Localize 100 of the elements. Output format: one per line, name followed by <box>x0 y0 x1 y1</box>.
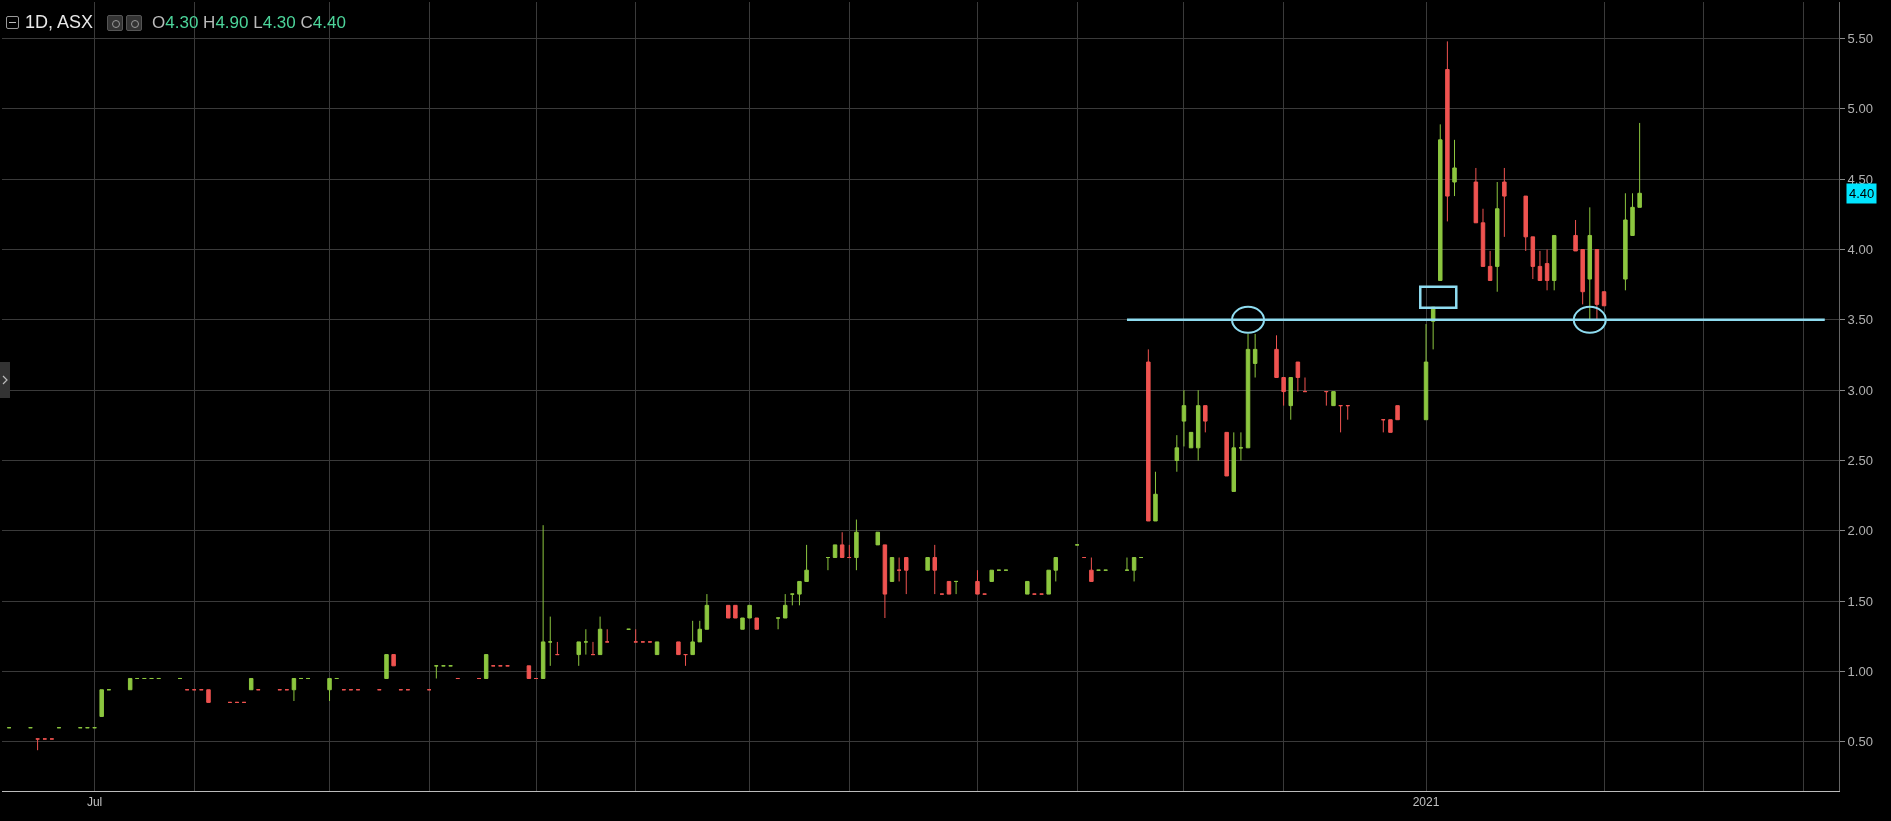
candlestick <box>526 665 532 679</box>
candlestick <box>946 580 952 595</box>
candlestick <box>483 654 489 679</box>
candlestick <box>683 654 688 667</box>
candlestick <box>697 620 703 643</box>
y-tick-label: 3.50 <box>1847 312 1873 328</box>
candlestick <box>1089 557 1094 582</box>
candlestick <box>989 569 994 582</box>
y-tick-label: 3.00 <box>1847 382 1873 398</box>
candlestick <box>1594 249 1600 321</box>
candlestick <box>1245 333 1251 449</box>
candlestick <box>1381 419 1386 433</box>
candlestick <box>434 665 439 679</box>
candlestick <box>35 738 40 751</box>
candlestick <box>1281 377 1286 407</box>
candlestick <box>1494 181 1500 293</box>
candlestick <box>975 569 980 595</box>
candlestick <box>1573 219 1578 252</box>
candlestick <box>1124 557 1130 571</box>
candlestick <box>847 544 852 559</box>
candlestick <box>825 557 831 571</box>
candlestick <box>953 580 959 595</box>
candlestick <box>1231 431 1237 492</box>
candlestick <box>1153 471 1158 522</box>
candlestick <box>1274 334 1279 379</box>
candlestick <box>1580 249 1585 305</box>
candlestick <box>1544 249 1550 291</box>
candlestick <box>726 604 731 619</box>
candlestick <box>775 617 781 630</box>
y-tick-label: 1.50 <box>1847 593 1873 609</box>
candlestick <box>854 519 859 571</box>
candlestick <box>1523 195 1528 252</box>
candlestick <box>896 557 902 582</box>
y-tick-label: 4.00 <box>1847 242 1873 258</box>
candlestick <box>1587 206 1593 321</box>
candlestick <box>291 677 297 702</box>
candlestick <box>327 677 332 702</box>
candlestick <box>790 593 795 606</box>
x-tick-label: 2021 <box>1412 795 1440 810</box>
candlestick <box>583 628 589 656</box>
y-tick-label: 0.50 <box>1847 734 1873 750</box>
x-tick-label: Jul <box>86 795 103 810</box>
candlestick <box>1338 405 1343 433</box>
candlestick <box>391 654 396 667</box>
candlestick <box>1623 192 1628 291</box>
candlestick <box>1452 139 1457 197</box>
candlestick <box>747 604 752 619</box>
y-tick-label: 2.00 <box>1847 523 1873 539</box>
candlestick <box>597 616 603 656</box>
candlestick <box>804 544 809 582</box>
candlestick <box>604 628 610 643</box>
candlestick <box>1181 389 1187 447</box>
candlestick <box>1630 192 1635 236</box>
candlestick <box>932 544 937 595</box>
candlestick <box>1203 405 1208 433</box>
candlestick <box>1288 377 1293 421</box>
candlestick <box>733 604 738 619</box>
candlestick <box>1238 431 1244 461</box>
candlestick <box>1224 431 1229 477</box>
candlestick <box>740 617 745 630</box>
candlestick <box>1053 557 1059 582</box>
candlestick <box>882 544 888 619</box>
candlestick <box>1473 167 1479 224</box>
y-tick-label: 5.00 <box>1847 101 1873 117</box>
candlestick <box>875 531 881 546</box>
candlestick <box>1502 167 1507 238</box>
candlestick <box>99 689 104 717</box>
candlestick <box>1395 405 1400 421</box>
candlestick <box>1438 123 1443 281</box>
candlestick <box>548 616 553 667</box>
candlestick <box>690 620 695 656</box>
candlestick <box>555 641 560 656</box>
candlestick <box>676 641 681 656</box>
candlestick <box>206 689 211 703</box>
candlestick <box>1324 391 1329 407</box>
candlestick <box>704 593 710 630</box>
y-tick-label: 5.50 <box>1847 31 1873 47</box>
candlestick <box>540 524 546 679</box>
y-tick-label: 4.50 <box>1847 171 1873 187</box>
candlestick <box>832 544 838 559</box>
candlestick <box>1331 391 1336 407</box>
candlestick <box>782 593 788 619</box>
candlestick <box>384 654 389 679</box>
candlestick <box>1174 434 1180 473</box>
candlestick <box>1480 208 1486 267</box>
text: 4.40 <box>1849 186 1875 201</box>
candlestick <box>1551 234 1557 291</box>
y-tick-label: 2.50 <box>1847 453 1873 469</box>
candlestick <box>1295 361 1301 393</box>
candlestick <box>1131 557 1137 582</box>
text: 1D, ASX <box>25 12 94 33</box>
candlestick <box>1252 333 1258 379</box>
candlestick <box>1445 40 1450 222</box>
candlestick <box>839 531 845 559</box>
candlestick <box>654 641 660 656</box>
candlestick <box>633 628 638 643</box>
candlestick <box>248 677 254 691</box>
candlestick <box>925 557 930 571</box>
candlestick <box>127 677 133 691</box>
y-tick-label: 1.00 <box>1847 664 1873 679</box>
